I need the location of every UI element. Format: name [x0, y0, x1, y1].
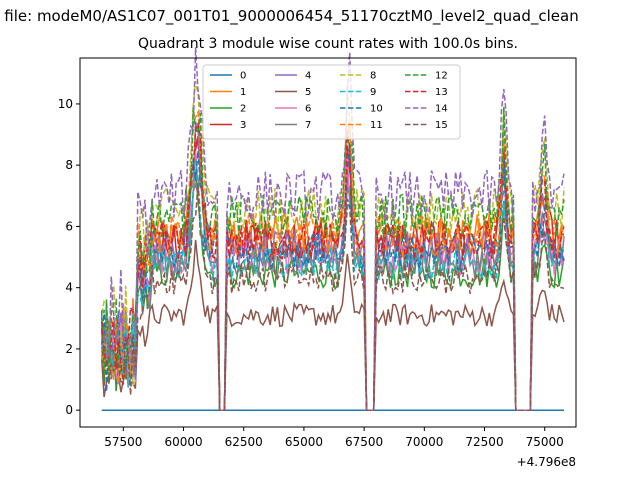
chart-title: Quadrant 3 module wise count rates with … [138, 36, 518, 52]
legend-label-15: 15 [435, 120, 448, 131]
series-line-8 [100, 80, 565, 411]
legend-label-12: 12 [435, 71, 448, 82]
plot-area-frame [79, 57, 577, 428]
legend-label-1: 1 [240, 87, 246, 98]
legend-label-4: 4 [305, 71, 311, 82]
x-tick-label: 62500 [225, 435, 263, 449]
y-tick-label: 10 [58, 97, 73, 111]
series-line-13 [100, 122, 565, 411]
legend-label-2: 2 [240, 104, 246, 115]
series-line-5 [100, 239, 565, 411]
y-tick-label: 2 [65, 342, 73, 356]
legend-label-0: 0 [240, 71, 246, 82]
x-tick-label: 65000 [285, 435, 323, 449]
y-tick-label: 0 [65, 403, 73, 417]
y-tick-label: 8 [65, 158, 73, 172]
axes-layer: 57500 60000 62500 65000 67500 70000 72500 75000… [58, 97, 564, 449]
series-line-2 [100, 171, 565, 411]
y-tick-label: 4 [65, 281, 73, 295]
legend-label-6: 6 [305, 104, 311, 115]
x-axis-offset-label: +4.796e8 [517, 455, 576, 469]
x-tick-label: 60000 [164, 435, 202, 449]
legend-label-9: 9 [370, 87, 376, 98]
legend-label-14: 14 [435, 104, 448, 115]
figure-suptitle-container: n file: modeM0/AS1C07_001T01_9000006454_… [0, 0, 640, 30]
series-line-15 [101, 183, 565, 411]
x-tick-label: 67500 [345, 435, 383, 449]
legend-label-13: 13 [435, 87, 448, 98]
legend-label-3: 3 [240, 120, 246, 131]
legend-label-7: 7 [305, 120, 311, 131]
x-tick-label: 75000 [526, 435, 564, 449]
series-line-14 [100, 47, 565, 411]
legend-label-10: 10 [370, 104, 383, 115]
x-tick-label: 57500 [104, 435, 142, 449]
legend-label-5: 5 [305, 87, 311, 98]
legend-box [202, 64, 461, 140]
x-tick-label: 72500 [465, 435, 503, 449]
figure-suptitle: n file: modeM0/AS1C07_001T01_9000006454_… [0, 7, 579, 25]
series-layer [100, 47, 565, 411]
legend-label-11: 11 [370, 120, 383, 131]
series-line-9 [100, 158, 565, 411]
series-line-3 [100, 135, 565, 411]
y-tick-label: 6 [65, 219, 73, 233]
x-tick-label: 70000 [405, 435, 443, 449]
legend-label-8: 8 [370, 71, 376, 82]
